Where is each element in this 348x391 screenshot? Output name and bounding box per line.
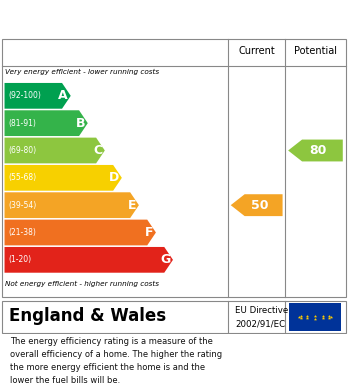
Text: 80: 80 (310, 144, 327, 157)
Text: D: D (109, 171, 119, 184)
Text: (21-38): (21-38) (9, 228, 37, 237)
Polygon shape (5, 110, 88, 136)
Polygon shape (288, 140, 343, 161)
Polygon shape (5, 220, 156, 246)
Polygon shape (5, 247, 173, 273)
Text: England & Wales: England & Wales (9, 307, 166, 325)
Text: G: G (160, 253, 170, 266)
Text: (1-20): (1-20) (9, 255, 32, 264)
Text: (69-80): (69-80) (9, 146, 37, 155)
Text: The energy efficiency rating is a measure of the
overall efficiency of a home. T: The energy efficiency rating is a measur… (10, 337, 223, 385)
Text: (92-100): (92-100) (9, 91, 41, 100)
Text: Very energy efficient - lower running costs: Very energy efficient - lower running co… (5, 69, 159, 75)
Text: A: A (58, 89, 68, 102)
Text: F: F (145, 226, 153, 239)
Text: Energy Efficiency Rating: Energy Efficiency Rating (69, 11, 279, 25)
Text: EU Directive: EU Directive (235, 307, 288, 316)
Text: C: C (93, 144, 102, 157)
Text: (81-91): (81-91) (9, 118, 37, 128)
Polygon shape (5, 192, 139, 218)
Polygon shape (5, 165, 122, 191)
Text: 50: 50 (251, 199, 268, 212)
Text: Potential: Potential (294, 46, 337, 56)
Text: E: E (128, 199, 136, 212)
Text: 2002/91/EC: 2002/91/EC (235, 319, 285, 328)
Text: Not energy efficient - higher running costs: Not energy efficient - higher running co… (5, 281, 159, 287)
Text: (55-68): (55-68) (9, 173, 37, 182)
Polygon shape (5, 83, 71, 109)
Bar (289, 303, 341, 331)
Text: Current: Current (238, 46, 275, 56)
Text: B: B (76, 117, 85, 130)
Text: (39-54): (39-54) (9, 201, 37, 210)
Polygon shape (5, 138, 105, 163)
Polygon shape (231, 194, 283, 216)
